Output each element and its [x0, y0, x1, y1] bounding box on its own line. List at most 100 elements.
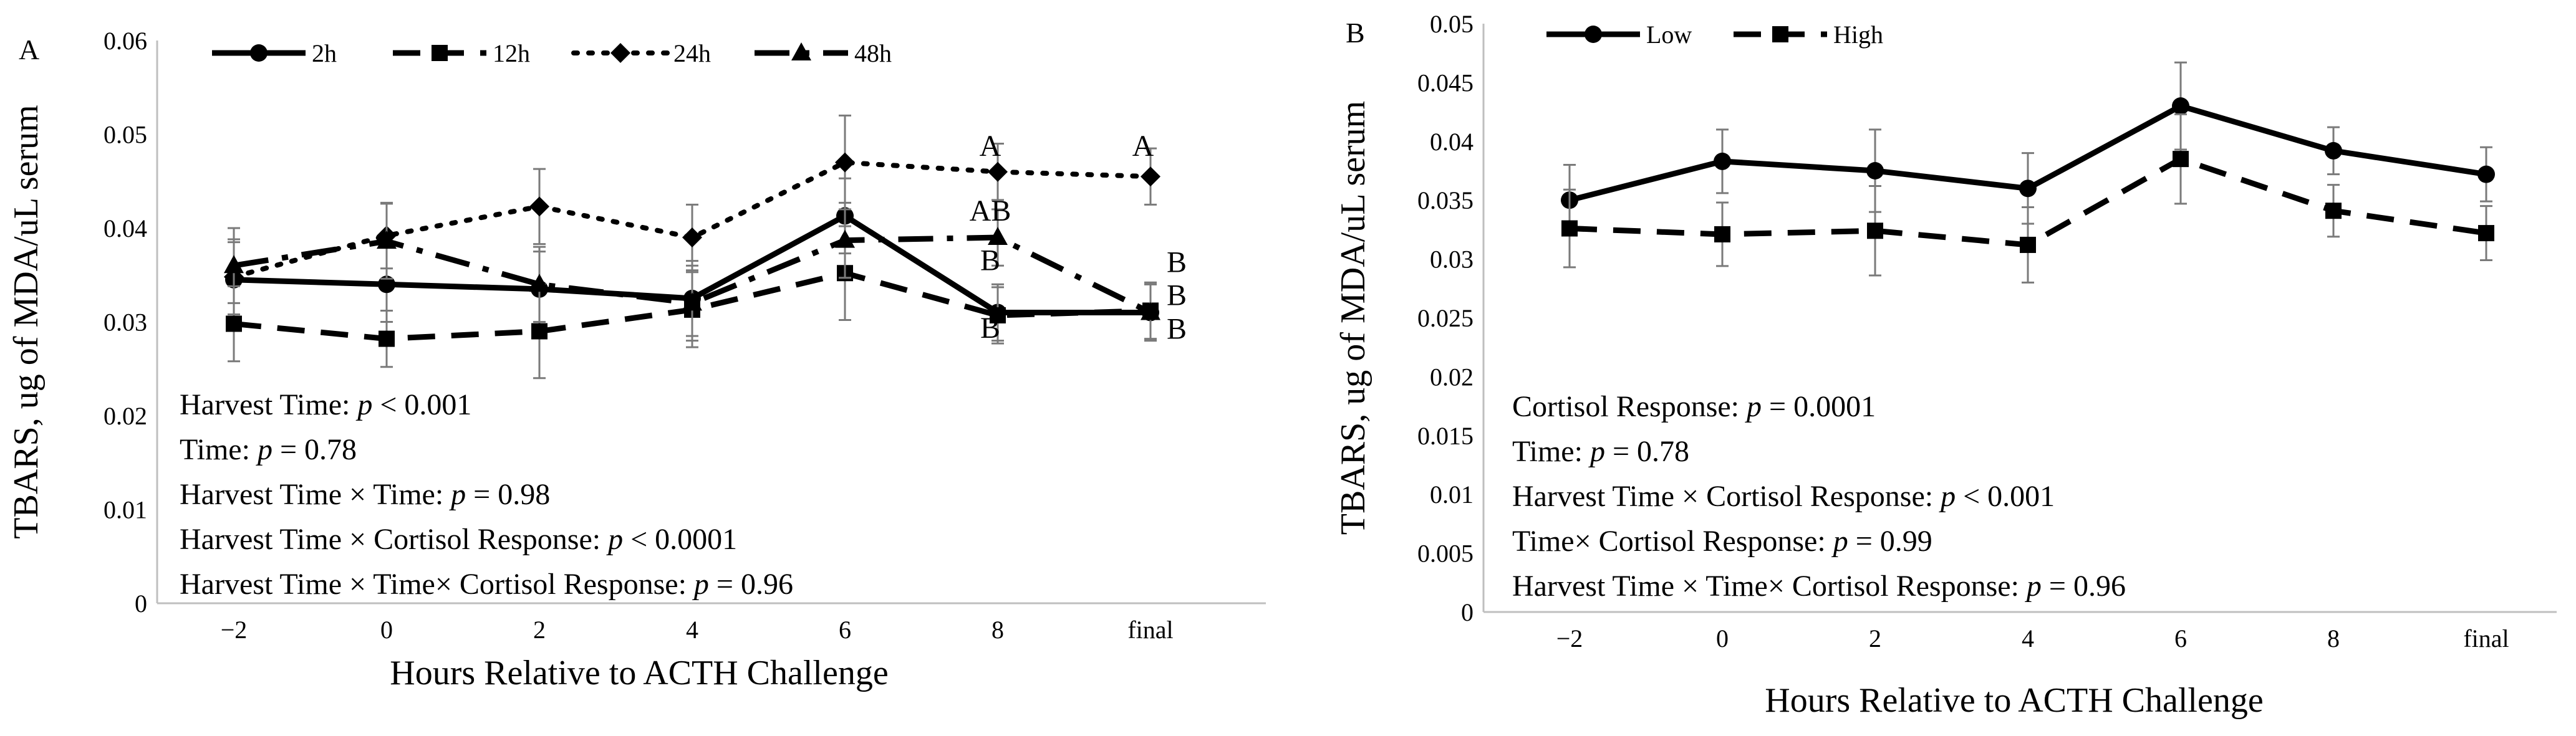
- x-tick-label: 8: [991, 616, 1004, 644]
- data-point: [2477, 165, 2495, 183]
- x-tick-label: 4: [686, 616, 698, 644]
- legend-label: 2h: [312, 39, 337, 67]
- x-tick-label: 2: [533, 616, 546, 644]
- stat-annotation: Harvest Time × Time× Cortisol Response: …: [1512, 570, 2126, 603]
- y-axis-title: TBARS, ug of MDA/uL serum: [7, 105, 46, 538]
- legend-label: 48h: [854, 39, 892, 67]
- legend-marker: [250, 44, 268, 62]
- y-tick-label: 0.02: [104, 402, 147, 430]
- legend-item-24h: 24h: [571, 39, 711, 67]
- data-point: [2020, 236, 2036, 253]
- stat-annotation: Time: p = 0.78: [1512, 435, 1689, 468]
- stat-annotation: Harvest Time × Cortisol Response: p < 0.…: [1512, 480, 2055, 513]
- data-point: [379, 330, 395, 347]
- legend-label: 24h: [673, 39, 711, 67]
- significance-letter: B: [1167, 279, 1187, 312]
- significance-letter: B: [980, 244, 1000, 277]
- data-point: [835, 229, 855, 248]
- series-Low: [1561, 61, 2495, 237]
- x-tick-label: 0: [380, 616, 393, 644]
- significance-letter: B: [980, 312, 1000, 345]
- y-tick-label: 0.02: [1430, 363, 1474, 391]
- stat-annotation: Cortisol Response: p = 0.0001: [1512, 390, 1876, 423]
- data-point: [377, 231, 397, 249]
- y-tick-label: 0.05: [104, 121, 147, 149]
- data-point: [2172, 97, 2189, 115]
- data-point: [1141, 166, 1160, 187]
- legend-marker: [1585, 26, 1602, 43]
- x-tick-label: 0: [1716, 624, 1729, 652]
- stat-annotation: Harvest Time: p < 0.001: [180, 388, 471, 421]
- y-tick-label: 0.025: [1417, 304, 1474, 332]
- data-point: [1141, 302, 1160, 320]
- data-point: [990, 307, 1006, 323]
- y-tick-label: 0.06: [104, 27, 147, 55]
- data-point: [1714, 152, 1731, 170]
- y-tick-label: 0.015: [1417, 422, 1474, 450]
- data-point: [1561, 220, 1578, 237]
- y-tick-label: 0.04: [104, 214, 147, 242]
- stat-annotation: Time: p = 0.78: [180, 433, 357, 466]
- data-point: [1867, 222, 1883, 239]
- data-point: [988, 161, 1008, 182]
- significance-letter: B: [1167, 313, 1187, 346]
- significance-letter: AB: [970, 194, 1011, 227]
- legend-label: Low: [1646, 21, 1692, 49]
- legend-item-Low: Low: [1546, 21, 1692, 49]
- data-point: [1866, 162, 1884, 179]
- stat-annotation: Time× Cortisol Response: p = 0.99: [1512, 525, 1932, 558]
- x-tick-label: 6: [839, 616, 851, 644]
- y-tick-label: 0: [135, 590, 147, 618]
- legend-item-48h: 48h: [755, 39, 892, 67]
- y-tick-label: 0: [1461, 598, 1474, 626]
- significance-letter: A: [980, 130, 1001, 163]
- data-point: [682, 227, 702, 248]
- data-point: [224, 255, 244, 274]
- legend-marker: [791, 42, 811, 60]
- x-axis-title: Hours Relative to ACTH Challenge: [1765, 681, 2263, 720]
- stat-annotation: Harvest Time × Time: p = 0.98: [180, 478, 550, 511]
- panel-letter: A: [19, 34, 39, 65]
- legend-item-2h: 2h: [212, 39, 337, 67]
- legend-item-12h: 12h: [393, 39, 530, 67]
- y-tick-label: 0.04: [1430, 128, 1474, 156]
- legend-marker: [610, 43, 630, 63]
- y-tick-label: 0.05: [1430, 10, 1474, 38]
- x-tick-label: −2: [1556, 624, 1583, 652]
- y-tick-label: 0.005: [1417, 540, 1474, 568]
- data-point: [2325, 141, 2342, 160]
- y-tick-label: 0.035: [1417, 186, 1474, 214]
- data-point: [2173, 151, 2189, 168]
- x-tick-label: 4: [2022, 624, 2034, 652]
- y-tick-label: 0.03: [104, 308, 147, 337]
- panel-letter: B: [1346, 17, 1365, 49]
- data-point: [529, 196, 549, 217]
- data-point: [531, 323, 548, 340]
- x-tick-label: 8: [2327, 624, 2340, 652]
- y-tick-label: 0.045: [1417, 69, 1474, 97]
- stat-annotation: Harvest Time × Time× Cortisol Response: …: [180, 568, 793, 601]
- x-tick-label: −2: [221, 616, 248, 644]
- significance-letter: A: [1132, 130, 1154, 163]
- legend-marker: [1772, 26, 1788, 42]
- x-axis-title: Hours Relative to ACTH Challenge: [390, 654, 888, 692]
- series-48h: [224, 201, 1160, 342]
- chart-panel-b: 0 0.005 0.01 0.015 0.02 0.025 0.03 0.035 0.04 0.0…: [1334, 10, 2557, 720]
- data-point: [529, 274, 549, 292]
- x-tick-label: final: [1127, 616, 1173, 644]
- data-point: [2019, 179, 2037, 198]
- chart-panel-a: 0 0.01 0.02 0.03 0.04 0.05 0.06 −2 0 2 4 6 8 final Hou…: [7, 27, 1266, 692]
- stat-annotation: Harvest Time × Cortisol Response: p < 0.…: [180, 523, 737, 556]
- y-tick-label: 0.03: [1430, 246, 1474, 274]
- data-point: [2325, 203, 2342, 219]
- data-point: [835, 152, 855, 173]
- legend-marker: [432, 45, 448, 61]
- data-point: [226, 315, 242, 332]
- data-point: [988, 227, 1008, 246]
- data-point: [378, 275, 395, 294]
- y-tick-label: 0.01: [1430, 480, 1474, 509]
- data-point: [1714, 226, 1730, 242]
- y-axis-title: TBARS, ug of MDA/uL serum: [1334, 101, 1372, 535]
- data-point: [682, 292, 702, 311]
